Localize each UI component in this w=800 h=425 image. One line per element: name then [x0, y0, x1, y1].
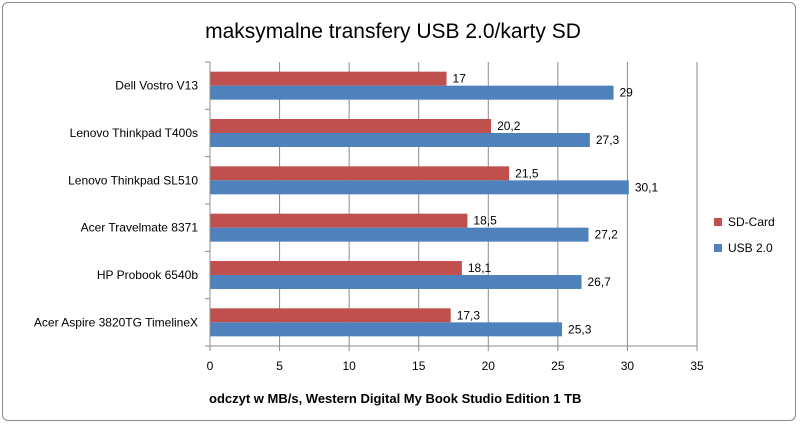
data-label: 25,3 [568, 322, 592, 336]
x-tick-label: 15 [412, 359, 426, 373]
data-label: 17 [453, 72, 467, 86]
bar-sd-card [210, 261, 462, 275]
x-axis-label: odczyt w MB/s, Western Digital My Book S… [209, 391, 581, 406]
x-tick-label: 0 [207, 359, 214, 373]
gridlines [209, 62, 698, 351]
bar-sd-card [210, 119, 492, 133]
data-label: 17,3 [457, 308, 481, 322]
data-label: 27,3 [596, 133, 620, 147]
x-tick-label: 10 [342, 359, 356, 373]
bars [210, 71, 629, 337]
category-label: Acer Aspire 3820TG TimelineX [34, 315, 198, 329]
axes [205, 61, 697, 347]
category-label: Acer Travelmate 8371 [81, 221, 199, 235]
chart-title: maksymalne transfery USB 2.0/karty SD [205, 20, 581, 43]
data-label: 26,7 [588, 275, 612, 289]
x-tick-label: 35 [690, 359, 704, 373]
bar-usb-2-0 [210, 85, 614, 100]
data-label: 30,1 [635, 180, 659, 194]
data-label: 21,5 [515, 166, 539, 180]
bar-usb-2-0 [210, 227, 589, 242]
bar-sd-card [210, 308, 451, 323]
data-label: 18,5 [473, 214, 497, 228]
legend-label: USB 2.0 [728, 241, 773, 255]
x-tick-label: 30 [621, 359, 635, 373]
bar-sd-card [210, 213, 468, 228]
x-tick-label: 20 [482, 359, 496, 373]
x-tick-labels: 0 5 10 15 20 25 30 35 [207, 359, 704, 373]
x-tick-label: 25 [551, 359, 565, 373]
category-label: HP Probook 6540b [97, 268, 199, 282]
x-tick-label: 5 [276, 359, 283, 373]
bar-usb-2-0 [210, 322, 563, 337]
data-labels: 17 29 20,2 27,3 21,5 30,1 18,5 27,2 18,1 26,7 17,3… [453, 72, 659, 337]
bar-sd-card [210, 166, 510, 181]
category-labels: Dell Vostro V13 Lenovo Thinkpad T400s Leno… [34, 79, 198, 330]
legend-label: SD-Card [728, 215, 775, 229]
legend-swatch [714, 218, 722, 226]
legend: SD-Card USB 2.0 [714, 215, 775, 255]
bar-usb-2-0 [210, 180, 629, 195]
category-label: Lenovo Thinkpad SL510 [68, 173, 198, 187]
bar-usb-2-0 [210, 133, 590, 147]
category-label: Dell Vostro V13 [115, 79, 198, 93]
data-label: 18,1 [468, 261, 492, 275]
bar-usb-2-0 [210, 275, 582, 289]
data-label: 27,2 [594, 228, 618, 242]
bar-sd-card [210, 71, 447, 86]
category-label: Lenovo Thinkpad T400s [70, 126, 198, 140]
legend-swatch [714, 244, 722, 252]
data-label: 20,2 [497, 119, 521, 133]
data-label: 29 [620, 86, 634, 100]
